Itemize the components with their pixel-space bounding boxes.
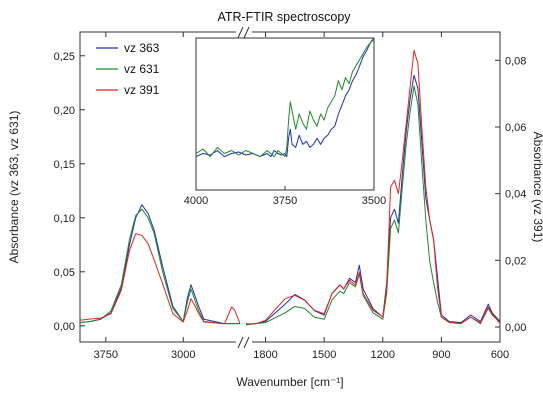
legend-label-vz-363: vz 363 xyxy=(124,41,160,55)
inset-frame xyxy=(195,37,375,191)
y-tick-label-right: 0,02 xyxy=(505,255,526,267)
y-tick-label-left: 0,10 xyxy=(54,213,75,225)
series-line-vz-391-low xyxy=(246,49,501,325)
x-tick-label: 1200 xyxy=(371,349,395,361)
legend-label-vz-631: vz 631 xyxy=(124,62,160,76)
axis-break-bottom xyxy=(236,336,252,349)
series-layer xyxy=(79,49,501,326)
inset-plot: 4000 3750 3500 xyxy=(184,37,386,207)
inset-series-layer xyxy=(195,37,375,158)
y-tick-label-left: 0,00 xyxy=(54,321,75,333)
y-tick-label-right: 0,04 xyxy=(505,189,526,201)
plot-frame xyxy=(79,31,501,343)
y-tick-label-left: 0,05 xyxy=(54,267,75,279)
inset-line-vz-631 xyxy=(195,39,375,158)
x-tick-label: 600 xyxy=(491,349,509,361)
legend-label-vz-391: vz 391 xyxy=(124,83,160,97)
x-tick-label: 1500 xyxy=(312,349,336,361)
y-tick-label-right: 0,00 xyxy=(505,322,526,334)
inset-x-tick-label: 3500 xyxy=(362,195,386,207)
x-axis-label: Wavenumber [cm⁻¹] xyxy=(236,375,343,389)
x-tick-label: 1800 xyxy=(253,349,277,361)
y-tick-label-right: 0,06 xyxy=(505,122,526,134)
y-tick-label-left: 0,25 xyxy=(54,51,75,63)
axis-break-top xyxy=(236,26,252,39)
series-line-vz-363-low xyxy=(245,74,501,326)
y-tick-label-left: 0,20 xyxy=(54,105,75,117)
series-line-vz-631-high xyxy=(79,208,240,325)
x-tick-label: 3000 xyxy=(171,349,195,361)
y-axis-label-right: Absorbance (vz 391) xyxy=(531,132,543,243)
inset-line-vz-363 xyxy=(195,37,375,158)
chart-title: ATR-FTIR spectroscopy xyxy=(217,10,351,24)
y-tick-label-left: 0,15 xyxy=(54,159,75,171)
series-line-vz-391-high xyxy=(79,233,241,325)
series-line-vz-363-high xyxy=(79,204,240,325)
legend: vz 363 vz 631 vz 391 xyxy=(96,41,160,97)
y-axis-label-left: Absorbance (vz 363, vz 631) xyxy=(7,111,21,264)
x-tick-label: 900 xyxy=(432,349,450,361)
x-tick-label: 3750 xyxy=(94,349,118,361)
inset-tick-layer: 4000 3750 3500 xyxy=(184,186,386,207)
y-tick-label-right: 0,08 xyxy=(505,55,526,67)
inset-x-tick-label: 4000 xyxy=(184,195,208,207)
tick-layer: 3750 3000 1800 1500 1200 900 600 0,00 0,05 0,10 0,… xyxy=(54,32,526,361)
inset-x-tick-label: 3750 xyxy=(273,195,297,207)
